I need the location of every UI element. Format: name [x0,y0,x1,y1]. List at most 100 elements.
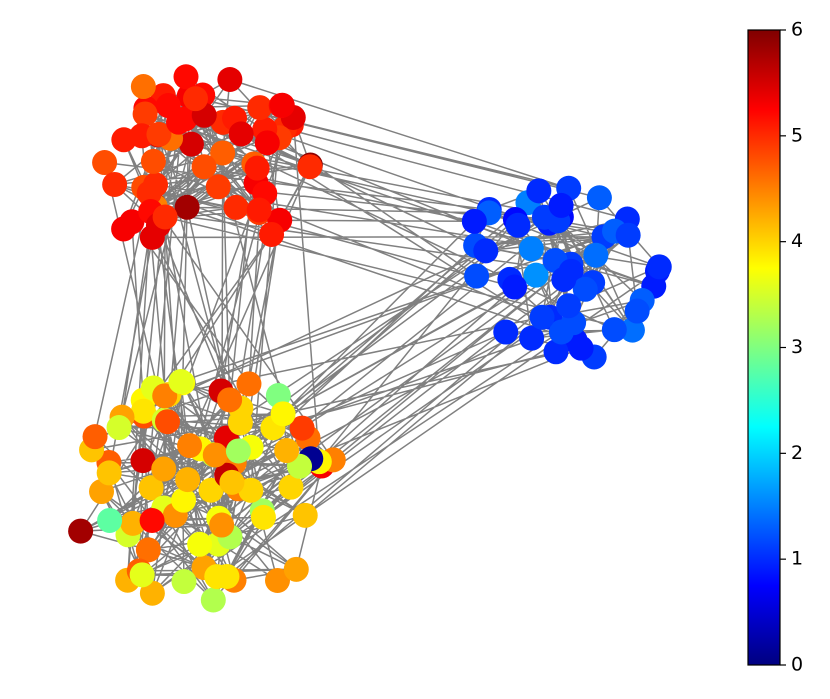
node [205,174,231,200]
node [551,266,577,292]
node [198,477,224,503]
node [130,398,156,424]
node [138,475,164,501]
node [529,304,555,330]
node [200,587,226,613]
node [146,121,172,147]
node [523,262,549,288]
node [219,469,245,495]
node [130,448,156,474]
node [246,197,272,223]
node [615,222,641,248]
node [136,180,162,206]
node [646,254,672,280]
node [97,507,123,533]
node [111,216,137,242]
node [493,319,519,345]
node [210,140,236,166]
node [289,415,315,441]
node [556,293,582,319]
node [502,274,528,300]
node [278,474,304,500]
node [236,371,262,397]
node [586,185,612,211]
node [140,148,166,174]
node [173,64,199,90]
node [292,502,318,528]
colorbar-tick-label: 3 [791,336,803,358]
node [225,438,251,464]
node [228,121,254,147]
node [171,487,197,513]
node [227,410,253,436]
node [250,504,276,530]
node [106,415,132,441]
node [223,194,249,220]
node [202,442,228,468]
node [505,212,531,238]
colorbar-tick-label: 4 [791,230,803,252]
colorbar-tick-label: 0 [791,654,803,676]
node [130,74,156,100]
node [102,171,128,197]
node [82,424,108,450]
node [473,238,499,264]
node [209,512,235,538]
node [135,537,161,563]
colorbar-tick-label: 1 [791,548,803,570]
node [129,562,155,588]
node [526,178,552,204]
node [264,567,290,593]
node [217,66,243,92]
node [152,204,178,230]
node [244,155,270,181]
colorbar: 0 1 2 3 4 5 6 [747,19,803,676]
node [543,339,569,365]
node [572,276,598,302]
node [274,438,300,464]
node [92,150,118,176]
node [174,194,200,220]
node [151,456,177,482]
node [619,317,645,343]
node [238,477,264,503]
node [247,95,273,121]
colorbar-body [747,29,781,666]
node [168,369,194,395]
colorbar-tick-label: 6 [791,19,803,41]
node [568,335,594,361]
node [283,556,309,582]
nodes [68,64,672,613]
node [461,208,487,234]
node [152,383,178,409]
node [120,510,146,536]
node [139,508,165,534]
node [68,518,94,544]
node [548,192,574,218]
node [96,460,122,486]
node [191,154,217,180]
node [187,531,213,557]
node [217,387,243,413]
node [254,130,280,156]
node [175,467,201,493]
node [583,242,609,268]
node [139,580,165,606]
node [132,101,158,127]
node [601,317,627,343]
node [154,409,180,435]
node [171,569,197,595]
node [297,154,323,180]
node [624,298,650,324]
node [204,564,230,590]
node [464,263,490,289]
node [269,92,295,118]
node [178,131,204,157]
node [166,109,192,135]
node [270,401,296,427]
node [259,221,285,247]
node [177,433,203,459]
node [519,325,545,351]
node [518,236,544,262]
